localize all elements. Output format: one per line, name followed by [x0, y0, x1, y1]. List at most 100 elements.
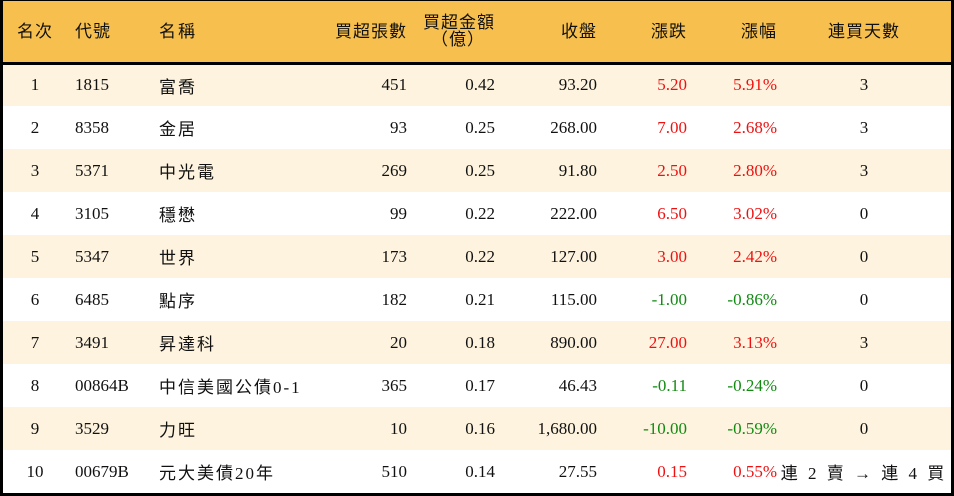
cell-name: 力旺: [159, 421, 197, 440]
cell-change: 6.50: [657, 203, 687, 223]
cell-rank: 10: [26, 461, 44, 481]
cell-net-buy-amount: 0.17: [465, 375, 495, 395]
table-row[interactable]: 2 8358 金居 93 0.25 268.00 7.00 2.68% 3: [3, 106, 951, 149]
cell-close: 1,680.00: [537, 418, 598, 438]
cell-change-pct: 5.91%: [733, 75, 777, 95]
header-net-buy-amount-line2: （億）: [431, 30, 485, 50]
cell-name: 中光電: [159, 163, 216, 182]
cell-change-pct: -0.59%: [727, 418, 777, 438]
cell-name: 中信美國公債0-1: [159, 378, 302, 397]
cell-change: -0.11: [652, 375, 687, 395]
cell-close: 91.80: [558, 160, 597, 180]
cell-name: 金居: [159, 120, 197, 139]
cell-rank: 4: [30, 203, 40, 223]
table-row[interactable]: 10 00679B 元大美債20年 510 0.14 27.55 0.15 0.…: [3, 450, 951, 493]
cell-net-buy-amount: 0.18: [465, 332, 495, 352]
cell-net-buy-amount: 0.42: [465, 75, 495, 95]
cell-consecutive-days: 0: [859, 418, 869, 438]
cell-close: 268.00: [550, 117, 597, 137]
table-row[interactable]: 5 5347 世界 173 0.22 127.00 3.00 2.42% 0: [3, 235, 951, 278]
header-change[interactable]: 漲跌: [651, 21, 687, 41]
cell-net-buy-lots: 93: [390, 117, 407, 137]
net-buy-ranking-table: 名次 代號 名稱 買超張數 買超金額 （億） 收盤 漲跌 漲幅 連買天數 1 1…: [3, 1, 951, 493]
cell-name: 點序: [159, 292, 197, 311]
cell-net-buy-lots: 20: [390, 332, 407, 352]
cell-net-buy-amount: 0.22: [465, 246, 495, 266]
header-change-pct[interactable]: 漲幅: [741, 21, 777, 41]
cell-consecutive-days: 連 2 賣 → 連 4 買: [780, 464, 948, 483]
cell-change-pct: -0.24%: [727, 375, 777, 395]
table-row[interactable]: 9 3529 力旺 10 0.16 1,680.00 -10.00 -0.59%…: [3, 407, 951, 450]
cell-change: 0.15: [657, 461, 687, 481]
cell-net-buy-amount: 0.25: [465, 117, 495, 137]
cell-net-buy-lots: 99: [390, 203, 407, 223]
cell-code: 5371: [75, 160, 109, 180]
cell-change: 2.50: [657, 160, 687, 180]
cell-net-buy-lots: 365: [381, 375, 408, 395]
cell-close: 27.55: [558, 461, 597, 481]
cell-net-buy-lots: 510: [381, 461, 408, 481]
cell-net-buy-lots: 269: [381, 160, 408, 180]
cell-code: 6485: [75, 289, 109, 309]
cell-consecutive-days: 0: [859, 246, 869, 266]
header-net-buy-lots[interactable]: 買超張數: [335, 21, 407, 41]
cell-net-buy-lots: 451: [381, 75, 408, 95]
cell-close: 890.00: [550, 332, 597, 352]
cell-close: 46.43: [558, 375, 597, 395]
cell-consecutive-days: 3: [859, 160, 869, 180]
cell-net-buy-lots: 173: [381, 246, 408, 266]
cell-consecutive-days: 3: [859, 332, 869, 352]
cell-net-buy-amount: 0.21: [465, 289, 495, 309]
cell-net-buy-lots: 10: [390, 418, 407, 438]
table-row[interactable]: 7 3491 昇達科 20 0.18 890.00 27.00 3.13% 3: [3, 321, 951, 364]
cell-consecutive-days: 3: [859, 75, 869, 95]
cell-change: 3.00: [657, 246, 687, 266]
cell-change: -10.00: [643, 418, 687, 438]
cell-name: 世界: [159, 249, 197, 268]
cell-name: 昇達科: [159, 335, 216, 354]
header-net-buy-amount[interactable]: 買超金額 （億）: [407, 1, 495, 63]
table-row[interactable]: 6 6485 點序 182 0.21 115.00 -1.00 -0.86% 0: [3, 278, 951, 321]
cell-consecutive-days: 3: [859, 117, 869, 137]
cell-rank: 3: [30, 160, 40, 180]
cell-code: 3105: [75, 203, 109, 223]
header-consecutive-days[interactable]: 連買天數: [828, 21, 900, 41]
cell-close: 93.20: [558, 75, 597, 95]
cell-code: 8358: [75, 117, 109, 137]
cell-change: 5.20: [657, 75, 687, 95]
cell-change: -1.00: [651, 289, 687, 309]
cell-rank: 5: [30, 246, 40, 266]
cell-code: 1815: [75, 75, 109, 95]
cell-name: 元大美債20年: [159, 464, 275, 483]
cell-rank: 1: [30, 75, 40, 95]
cell-change: 27.00: [648, 332, 687, 352]
cell-change-pct: 2.80%: [733, 160, 777, 180]
cell-code: 3529: [75, 418, 109, 438]
cell-net-buy-amount: 0.14: [465, 461, 495, 481]
cell-consecutive-days: 0: [859, 375, 869, 395]
table-row[interactable]: 1 1815 富喬 451 0.42 93.20 5.20 5.91% 3: [3, 63, 951, 106]
header-close[interactable]: 收盤: [561, 21, 597, 41]
cell-code: 5347: [75, 246, 109, 266]
cell-close: 115.00: [550, 289, 597, 309]
table-row[interactable]: 3 5371 中光電 269 0.25 91.80 2.50 2.80% 3: [3, 149, 951, 192]
cell-rank: 9: [30, 418, 40, 438]
cell-code: 3491: [75, 332, 109, 352]
cell-code: 00679B: [75, 461, 129, 481]
cell-change: 7.00: [657, 117, 687, 137]
cell-name: 穩懋: [159, 206, 197, 225]
cell-rank: 6: [30, 289, 40, 309]
header-code[interactable]: 代號: [75, 21, 111, 41]
cell-rank: 8: [30, 375, 40, 395]
cell-close: 222.00: [550, 203, 597, 223]
table-header-row: 名次 代號 名稱 買超張數 買超金額 （億） 收盤 漲跌 漲幅 連買天數: [3, 1, 951, 63]
cell-net-buy-amount: 0.25: [465, 160, 495, 180]
header-name[interactable]: 名稱: [159, 21, 197, 41]
cell-consecutive-days: 0: [859, 289, 869, 309]
header-net-buy-amount-line1: 買超金額: [423, 13, 495, 33]
header-rank[interactable]: 名次: [17, 21, 53, 41]
cell-change-pct: 3.13%: [733, 332, 777, 352]
table-row[interactable]: 8 00864B 中信美國公債0-1 365 0.17 46.43 -0.11 …: [3, 364, 951, 407]
table-row[interactable]: 4 3105 穩懋 99 0.22 222.00 6.50 3.02% 0: [3, 192, 951, 235]
